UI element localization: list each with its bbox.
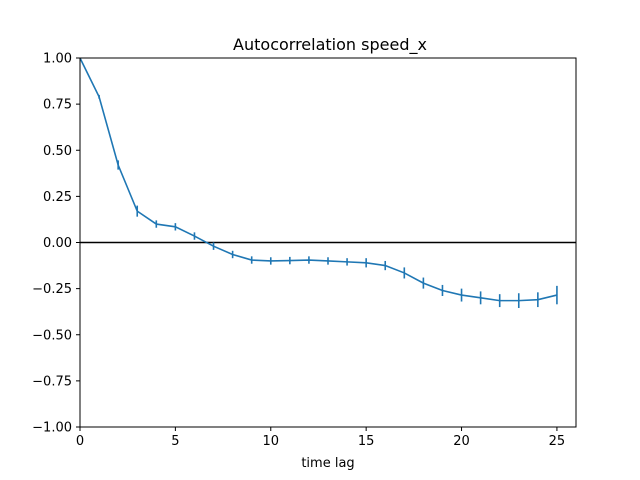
x-tick-label: 0 bbox=[76, 434, 84, 449]
axis-ticks: 0 5 10 15 20 25 −1.00 −0.75 −0.50 −0.25 0.00 0.25 0.… bbox=[32, 52, 565, 450]
x-tick-label: 5 bbox=[171, 434, 179, 449]
x-axis-label: time lag bbox=[301, 456, 354, 471]
x-tick-label: 25 bbox=[549, 434, 566, 449]
y-tick-label: 0.75 bbox=[43, 98, 72, 113]
x-tick-label: 20 bbox=[453, 434, 470, 449]
y-tick-label: 0.00 bbox=[43, 236, 72, 251]
chart-title: Autocorrelation speed_x bbox=[233, 35, 427, 55]
x-tick-label: 10 bbox=[262, 434, 279, 449]
y-tick-label: −1.00 bbox=[32, 421, 72, 436]
y-tick-label: −0.25 bbox=[32, 282, 72, 297]
y-tick-label: −0.75 bbox=[32, 374, 72, 389]
y-tick-label: −0.50 bbox=[32, 328, 72, 343]
y-tick-label: 1.00 bbox=[43, 52, 72, 67]
series-line bbox=[79, 57, 558, 302]
y-tick-label: 0.25 bbox=[43, 190, 72, 205]
x-tick-label: 15 bbox=[358, 434, 375, 449]
y-tick-label: 0.50 bbox=[43, 144, 72, 159]
plot-area bbox=[79, 57, 576, 308]
